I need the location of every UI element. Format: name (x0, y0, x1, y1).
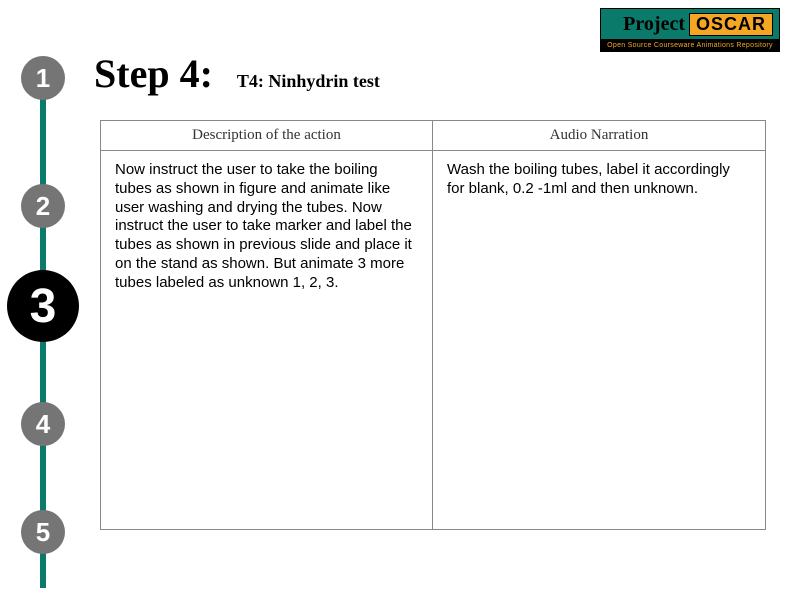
logo-oscar-text: OSCAR (689, 13, 773, 36)
table-body-row: Now instruct the user to take the boilin… (101, 151, 765, 529)
step-node-4-label: 4 (36, 409, 50, 440)
step-node-1-label: 1 (36, 63, 50, 94)
step-node-3-active: 3 (7, 270, 79, 342)
step-node-4: 4 (21, 402, 65, 446)
step-node-5-label: 5 (36, 517, 50, 548)
title-step: Step 4: (94, 50, 213, 97)
logo-project-text: Project (623, 13, 685, 36)
cell-audio: Wash the boiling tubes, label it accordi… (433, 151, 765, 529)
step-node-2-label: 2 (36, 191, 50, 222)
step-node-3-label: 3 (30, 279, 57, 334)
slide-title: Step 4: T4: Ninhydrin test (94, 50, 380, 97)
cell-description: Now instruct the user to take the boilin… (101, 151, 433, 529)
table-header-row: Description of the action Audio Narratio… (101, 121, 765, 151)
logo-top: Project OSCAR (601, 9, 779, 39)
step-node-2: 2 (21, 184, 65, 228)
step-node-1: 1 (21, 56, 65, 100)
project-oscar-logo: Project OSCAR Open Source Courseware Ani… (600, 8, 780, 52)
title-subtitle: T4: Ninhydrin test (237, 71, 380, 92)
step-node-5: 5 (21, 510, 65, 554)
content-table: Description of the action Audio Narratio… (100, 120, 766, 530)
header-description: Description of the action (101, 121, 433, 150)
logo-tagline: Open Source Courseware Animations Reposi… (601, 39, 779, 52)
header-audio: Audio Narration (433, 121, 765, 150)
